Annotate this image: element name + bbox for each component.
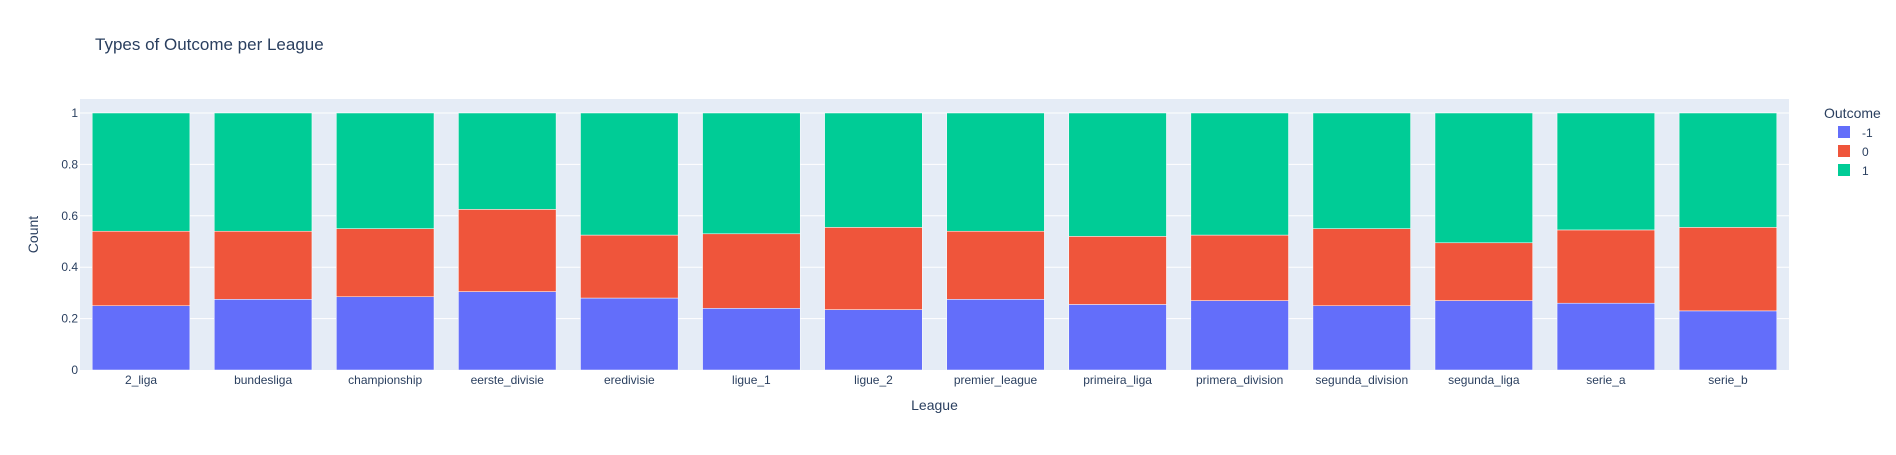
x-tick-label: segunda_division	[1315, 373, 1408, 387]
bar-ligue_1-outcome-1[interactable]	[702, 112, 801, 235]
bar-premier_league-outcome--1[interactable]	[946, 299, 1045, 371]
bar-eerste_divisie-outcome--1[interactable]	[458, 291, 557, 371]
bar-bundesliga-outcome-1[interactable]	[214, 112, 313, 232]
bar-bundesliga-outcome--1[interactable]	[214, 299, 313, 371]
chart-title: Types of Outcome per League	[95, 35, 324, 54]
bar-ligue_2-outcome--1[interactable]	[824, 309, 923, 371]
bar-eredivisie-outcome-0[interactable]	[580, 234, 679, 299]
x-axis: 2_liga bundesliga championship eerste_divis…	[125, 373, 1748, 387]
bar-ligue_1-outcome--1[interactable]	[702, 308, 801, 371]
x-tick-label: eredivisie	[604, 373, 655, 387]
bar-serie_b-outcome-1[interactable]	[1678, 112, 1778, 228]
x-tick-label: serie_b	[1708, 373, 1748, 387]
x-tick-label: serie_a	[1586, 373, 1626, 387]
bar-ligue_2-outcome-1[interactable]	[824, 112, 923, 228]
bar-serie_a-outcome-0[interactable]	[1556, 229, 1655, 304]
y-tick-label: 1	[71, 106, 78, 120]
legend-label[interactable]: 1	[1862, 164, 1869, 178]
bar-segunda_division-outcome-0[interactable]	[1312, 228, 1411, 306]
bar-segunda_liga-outcome--1[interactable]	[1434, 300, 1533, 371]
bar-championship-outcome-1[interactable]	[336, 112, 435, 229]
bar-premier_league-outcome-0[interactable]	[946, 230, 1045, 300]
bar-primeira_liga-outcome-0[interactable]	[1068, 236, 1167, 305]
y-tick-label: 0	[71, 363, 78, 377]
x-tick-label: bundesliga	[234, 373, 292, 387]
bar-serie_a-outcome--1[interactable]	[1556, 302, 1655, 371]
x-tick-label: 2_liga	[125, 373, 157, 387]
bar-serie_a-outcome-1[interactable]	[1556, 112, 1655, 231]
bar-primera_division-outcome-0[interactable]	[1190, 234, 1289, 301]
bar-premier_league-outcome-1[interactable]	[946, 112, 1045, 232]
y-tick-label: 0.8	[61, 157, 78, 171]
bar-eredivisie-outcome-1[interactable]	[580, 112, 679, 236]
legend-swatch[interactable]	[1838, 164, 1850, 176]
legend-label[interactable]: -1	[1862, 126, 1873, 140]
bar-primeira_liga-outcome-1[interactable]	[1068, 112, 1167, 237]
x-tick-label: eerste_divisie	[471, 373, 545, 387]
x-tick-label: primeira_liga	[1083, 373, 1152, 387]
legend-swatch[interactable]	[1838, 126, 1850, 138]
bar-ligue_1-outcome-0[interactable]	[702, 233, 801, 309]
y-tick-label: 0.2	[61, 312, 78, 326]
bar-primera_division-outcome--1[interactable]	[1190, 300, 1289, 371]
bar-serie_b-outcome--1[interactable]	[1678, 310, 1778, 371]
x-tick-label: championship	[348, 373, 422, 387]
bar-championship-outcome--1[interactable]	[336, 296, 435, 371]
x-tick-label: segunda_liga	[1448, 373, 1520, 387]
x-tick-label: ligue_2	[854, 373, 893, 387]
x-tick-label: primera_division	[1196, 373, 1283, 387]
x-axis-title: League	[911, 397, 958, 413]
legend[interactable]: Outcome -1 0 1	[1824, 105, 1881, 178]
bar-segunda_division-outcome-1[interactable]	[1312, 112, 1411, 229]
x-tick-label: premier_league	[954, 373, 1038, 387]
legend-label[interactable]: 0	[1862, 145, 1869, 159]
bar-2_liga-outcome-1[interactable]	[91, 112, 191, 232]
bar-championship-outcome-0[interactable]	[336, 228, 435, 298]
bar-eerste_divisie-outcome-0[interactable]	[458, 209, 557, 292]
x-tick-label: ligue_1	[732, 373, 771, 387]
bar-primera_division-outcome-1[interactable]	[1190, 112, 1289, 236]
bar-segunda_division-outcome--1[interactable]	[1312, 305, 1411, 371]
bar-2_liga-outcome-0[interactable]	[91, 230, 191, 306]
bar-bundesliga-outcome-0[interactable]	[214, 230, 313, 300]
bar-segunda_liga-outcome-0[interactable]	[1434, 242, 1533, 301]
bar-primeira_liga-outcome--1[interactable]	[1068, 304, 1167, 371]
y-tick-label: 0.4	[61, 260, 78, 274]
y-tick-label: 0.6	[61, 209, 78, 223]
bar-ligue_2-outcome-0[interactable]	[824, 227, 923, 310]
y-axis-title: Count	[25, 216, 41, 253]
bars[interactable]	[91, 112, 1778, 371]
legend-title: Outcome	[1824, 105, 1881, 121]
bar-eerste_divisie-outcome-1[interactable]	[458, 112, 557, 210]
y-axis: 0 0.2 0.4 0.6 0.8 1	[61, 106, 78, 377]
bar-serie_b-outcome-0[interactable]	[1678, 227, 1778, 312]
legend-swatch[interactable]	[1838, 145, 1850, 157]
bar-eredivisie-outcome--1[interactable]	[580, 297, 679, 371]
bar-2_liga-outcome--1[interactable]	[91, 305, 191, 371]
bar-segunda_liga-outcome-1[interactable]	[1434, 112, 1533, 244]
